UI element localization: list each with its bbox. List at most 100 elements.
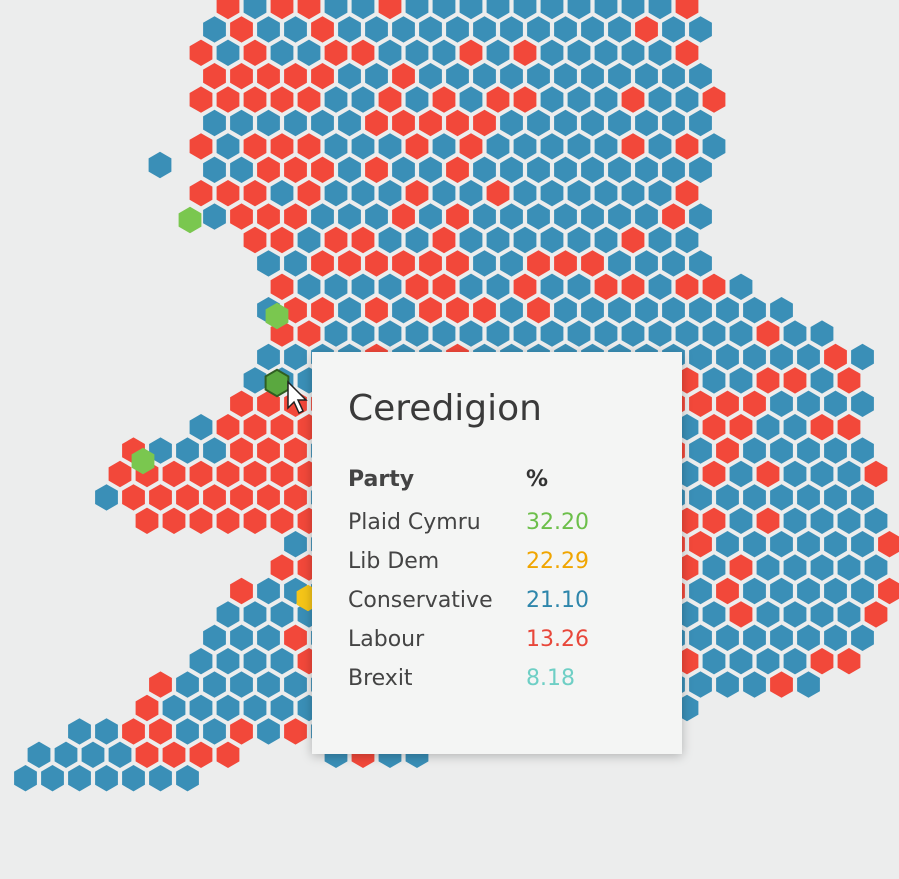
constituency-hex[interactable] [527,63,550,90]
constituency-hex[interactable] [27,741,51,768]
constituency-hex[interactable] [432,0,456,20]
constituency-hex[interactable] [392,297,415,324]
constituency-hex[interactable] [135,507,159,534]
constituency-hex[interactable] [554,297,577,324]
constituency-hex[interactable] [554,16,577,43]
constituency-hex[interactable] [810,648,834,675]
constituency-hex[interactable] [527,16,550,43]
constituency-hex[interactable] [338,250,361,277]
constituency-hex[interactable] [513,39,537,66]
constituency-hex[interactable] [729,414,753,441]
constituency-hex[interactable] [432,86,456,113]
constituency-hex[interactable] [540,273,564,300]
constituency-hex[interactable] [851,390,874,417]
constituency-hex[interactable] [311,109,334,137]
constituency-hex[interactable] [648,0,672,20]
constituency-hex[interactable] [567,133,591,160]
constituency-hex[interactable] [351,180,375,207]
constituency-hex[interactable] [743,624,766,651]
constituency-hex[interactable] [864,460,888,488]
constituency-hex[interactable] [770,531,793,558]
constituency-hex[interactable] [297,86,321,113]
constituency-hex[interactable] [324,226,348,254]
constituency-hex[interactable] [351,0,375,20]
constituency-hex[interactable] [486,320,510,347]
constituency-hex[interactable] [243,0,267,20]
constituency-hex[interactable] [459,39,483,66]
constituency-hex[interactable] [392,63,415,90]
constituency-hex[interactable] [297,226,321,254]
constituency-hex[interactable] [270,39,294,66]
constituency-hex[interactable] [419,156,442,183]
constituency-hex[interactable] [216,86,240,113]
constituency-hex[interactable] [216,39,240,66]
constituency-hex[interactable] [264,368,290,398]
constituency-hex[interactable] [149,718,172,745]
constituency-hex[interactable] [756,414,780,441]
constituency-hex[interactable] [311,250,334,277]
constituency-hex[interactable] [797,343,820,371]
constituency-hex[interactable] [365,109,388,137]
constituency-hex[interactable] [81,741,105,768]
constituency-hex[interactable] [95,765,118,792]
constituency-hex[interactable] [108,460,132,488]
constituency-hex[interactable] [189,648,213,675]
constituency-hex[interactable] [743,484,766,511]
constituency-hex[interactable] [648,226,672,254]
constituency-hex[interactable] [594,39,618,66]
constituency-hex[interactable] [810,554,834,581]
constituency-hex[interactable] [203,63,226,90]
constituency-hex[interactable] [216,741,240,768]
constituency-hex[interactable] [392,156,415,183]
constituency-hex[interactable] [230,577,253,605]
constituency-hex[interactable] [446,63,469,90]
constituency-hex[interactable] [270,554,294,581]
constituency-hex[interactable] [783,507,807,534]
constituency-hex[interactable] [338,156,361,183]
constituency-hex[interactable] [689,250,712,277]
constituency-hex[interactable] [702,648,726,675]
constituency-hex[interactable] [851,624,874,651]
constituency-hex[interactable] [405,273,429,300]
constituency-hex[interactable] [284,156,307,183]
constituency-hex[interactable] [689,531,712,558]
constituency-hex[interactable] [459,226,483,254]
constituency-hex[interactable] [162,507,186,534]
constituency-hex[interactable] [729,460,753,488]
constituency-hex[interactable] [689,63,712,90]
constituency-hex[interactable] [851,437,874,464]
constituency-hex[interactable] [540,86,564,113]
constituency-hex[interactable] [797,577,820,605]
constituency-hex[interactable] [189,86,213,113]
constituency-hex[interactable] [729,601,753,628]
constituency-hex[interactable] [567,273,591,300]
constituency-hex[interactable] [270,273,294,300]
constituency-hex[interactable] [432,273,456,300]
constituency-hex[interactable] [540,133,564,160]
constituency-hex[interactable] [770,343,793,371]
constituency-hex[interactable] [176,718,199,745]
constituency-hex[interactable] [243,460,267,488]
constituency-hex[interactable] [675,320,699,347]
constituency-hex[interactable] [729,554,753,581]
constituency-hex[interactable] [567,39,591,66]
constituency-hex[interactable] [216,180,240,207]
constituency-hex[interactable] [527,109,550,137]
constituency-hex[interactable] [203,624,226,651]
constituency-hex[interactable] [203,156,226,183]
constituency-hex[interactable] [797,624,820,651]
constituency-hex[interactable] [203,109,226,137]
constituency-hex[interactable] [338,203,361,230]
constituency-hex[interactable] [284,624,307,651]
constituency-hex[interactable] [473,250,496,277]
constituency-hex[interactable] [176,484,199,511]
constituency-hex[interactable] [689,671,712,698]
constituency-hex[interactable] [702,273,726,300]
constituency-hex[interactable] [243,180,267,207]
constituency-hex[interactable] [486,226,510,254]
constituency-hex[interactable] [459,180,483,207]
constituency-hex[interactable] [54,741,78,768]
constituency-hex[interactable] [338,297,361,324]
constituency-hex[interactable] [284,484,307,511]
constituency-hex[interactable] [783,414,807,441]
